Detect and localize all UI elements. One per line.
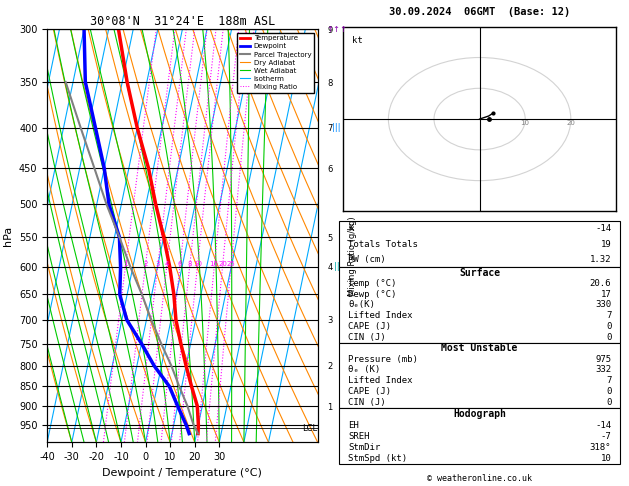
Text: 2: 2 bbox=[143, 261, 147, 267]
Text: CAPE (J): CAPE (J) bbox=[348, 322, 391, 331]
Text: -14: -14 bbox=[595, 420, 611, 430]
X-axis label: Dewpoint / Temperature (°C): Dewpoint / Temperature (°C) bbox=[103, 468, 262, 478]
Text: 30.09.2024  06GMT  (Base: 12): 30.09.2024 06GMT (Base: 12) bbox=[389, 7, 571, 17]
Text: 19: 19 bbox=[601, 240, 611, 249]
Text: θₑ(K): θₑ(K) bbox=[348, 300, 375, 310]
Text: Dewp (°C): Dewp (°C) bbox=[348, 290, 396, 299]
Text: 0: 0 bbox=[606, 333, 611, 342]
Text: 4: 4 bbox=[164, 261, 169, 267]
Text: Lifted Index: Lifted Index bbox=[348, 376, 413, 385]
Text: 330: 330 bbox=[595, 300, 611, 310]
Text: Most Unstable: Most Unstable bbox=[442, 343, 518, 353]
Text: © weatheronline.co.uk: © weatheronline.co.uk bbox=[427, 474, 532, 483]
Text: 0: 0 bbox=[606, 322, 611, 331]
Text: CIN (J): CIN (J) bbox=[348, 398, 386, 407]
Text: 318°: 318° bbox=[590, 443, 611, 452]
Text: 10: 10 bbox=[601, 454, 611, 463]
Text: CIN (J): CIN (J) bbox=[348, 333, 386, 342]
Text: StmDir: StmDir bbox=[348, 443, 380, 452]
Text: LCL: LCL bbox=[302, 424, 317, 433]
Text: ↑↑↑: ↑↑↑ bbox=[326, 25, 347, 34]
Text: SREH: SREH bbox=[348, 432, 369, 441]
Text: 16: 16 bbox=[209, 261, 219, 267]
Text: θₑ (K): θₑ (K) bbox=[348, 365, 380, 375]
Text: CAPE (J): CAPE (J) bbox=[348, 387, 391, 397]
Text: 0: 0 bbox=[606, 387, 611, 397]
Text: 8: 8 bbox=[187, 261, 192, 267]
Text: 20: 20 bbox=[566, 120, 576, 126]
Text: Lifted Index: Lifted Index bbox=[348, 311, 413, 320]
Text: kt: kt bbox=[352, 36, 363, 45]
Bar bbox=[340, 267, 620, 343]
Text: K: K bbox=[348, 225, 353, 233]
Text: StmSpd (kt): StmSpd (kt) bbox=[348, 454, 407, 463]
Text: Temp (°C): Temp (°C) bbox=[348, 279, 396, 288]
Text: 25: 25 bbox=[226, 261, 235, 267]
Text: Hodograph: Hodograph bbox=[453, 409, 506, 419]
Text: 0: 0 bbox=[606, 398, 611, 407]
Text: 1: 1 bbox=[123, 261, 128, 267]
Text: Surface: Surface bbox=[459, 268, 500, 278]
Text: 3: 3 bbox=[155, 261, 160, 267]
Text: 7: 7 bbox=[606, 311, 611, 320]
Text: Pressure (mb): Pressure (mb) bbox=[348, 354, 418, 364]
Text: |||: ||| bbox=[332, 123, 341, 132]
Y-axis label: hPa: hPa bbox=[3, 226, 13, 246]
Text: 10: 10 bbox=[193, 261, 202, 267]
Text: -7: -7 bbox=[601, 432, 611, 441]
Text: 20.6: 20.6 bbox=[590, 279, 611, 288]
Bar bbox=[340, 408, 620, 464]
Text: 332: 332 bbox=[595, 365, 611, 375]
Text: 7: 7 bbox=[606, 376, 611, 385]
Text: 975: 975 bbox=[595, 354, 611, 364]
Bar bbox=[340, 343, 620, 408]
Text: 6: 6 bbox=[177, 261, 182, 267]
Bar bbox=[340, 221, 620, 267]
Text: -14: -14 bbox=[595, 225, 611, 233]
Text: ||: || bbox=[333, 262, 340, 272]
Legend: Temperature, Dewpoint, Parcel Trajectory, Dry Adiabat, Wet Adiabat, Isotherm, Mi: Temperature, Dewpoint, Parcel Trajectory… bbox=[237, 33, 314, 93]
Text: Totals Totals: Totals Totals bbox=[348, 240, 418, 249]
Text: 10: 10 bbox=[521, 120, 530, 126]
Text: 17: 17 bbox=[601, 290, 611, 299]
Text: 1.32: 1.32 bbox=[590, 255, 611, 264]
Text: 20: 20 bbox=[218, 261, 227, 267]
Text: EH: EH bbox=[348, 420, 359, 430]
Y-axis label: km
ASL: km ASL bbox=[346, 236, 362, 255]
Title: 30°08'N  31°24'E  188m ASL: 30°08'N 31°24'E 188m ASL bbox=[90, 15, 275, 28]
Text: PW (cm): PW (cm) bbox=[348, 255, 386, 264]
Text: Mixing Ratio (g/kg): Mixing Ratio (g/kg) bbox=[348, 217, 357, 296]
